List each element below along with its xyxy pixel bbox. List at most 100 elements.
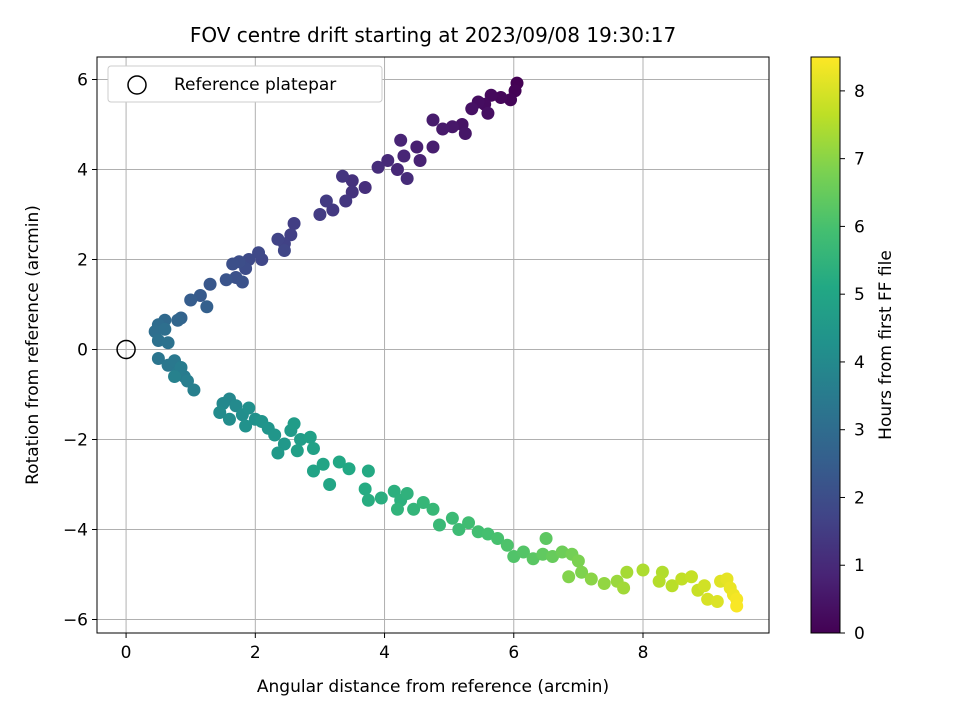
data-points: [148, 76, 744, 613]
x-tick-label: 4: [379, 643, 390, 663]
data-point: [252, 246, 266, 260]
data-point: [539, 532, 553, 545]
data-point: [229, 399, 243, 413]
colorbar-tick-label: 3: [854, 421, 865, 441]
data-point: [306, 464, 320, 478]
data-point: [313, 208, 327, 221]
data-point: [200, 300, 214, 314]
data-point: [436, 122, 450, 136]
data-point: [151, 352, 165, 365]
legend-box: [107, 65, 383, 103]
data-point: [332, 455, 346, 469]
data-point: [407, 502, 421, 516]
data-point: [277, 437, 291, 451]
data-point: [358, 181, 372, 194]
colorbar-tick-label: 7: [854, 150, 865, 170]
data-point: [387, 484, 401, 498]
plot-frame: [96, 56, 770, 634]
data-point: [546, 550, 560, 563]
x-axis-ticks: 0 2 4 6 8: [121, 633, 649, 663]
data-point: [381, 154, 395, 167]
y-tick-label: 0: [77, 341, 88, 361]
data-point: [271, 446, 285, 460]
data-point: [287, 217, 301, 230]
data-point: [445, 511, 459, 525]
data-point: [400, 487, 414, 500]
data-point: [187, 383, 201, 397]
data-point: [526, 552, 540, 566]
colorbar-ticks: 0 1 2 3 4 5 6 7 8: [840, 82, 865, 644]
data-point: [171, 313, 185, 327]
plot-area: [96, 56, 770, 634]
data-point: [617, 581, 631, 595]
colorbar-tick-label: 8: [854, 82, 865, 102]
legend-reference-label: Reference platepar: [174, 75, 336, 95]
data-point: [222, 412, 236, 426]
x-tick-label: 0: [121, 643, 132, 663]
data-point: [416, 496, 430, 509]
data-point: [710, 595, 724, 608]
data-point: [390, 163, 404, 176]
x-tick-label: 6: [508, 643, 519, 663]
data-point: [161, 336, 175, 350]
data-point: [500, 538, 514, 552]
data-point: [294, 433, 308, 446]
data-point: [184, 293, 198, 307]
data-point: [277, 244, 291, 257]
data-point: [361, 493, 375, 507]
data-point: [575, 565, 589, 579]
data-point: [504, 93, 518, 107]
data-point: [471, 525, 485, 539]
data-point: [242, 401, 256, 415]
data-point: [481, 527, 495, 541]
data-point: [484, 88, 498, 102]
data-point: [345, 174, 359, 188]
data-point: [555, 545, 569, 559]
data-point: [174, 361, 188, 374]
y-tick-label: −2: [63, 431, 88, 451]
data-point: [684, 570, 698, 584]
y-tick-label: 4: [77, 161, 88, 181]
colorbar: 0 1 2 3 4 5 6 7 8 Hours from first FF file: [810, 56, 896, 644]
data-point: [458, 127, 472, 140]
data-point: [371, 160, 385, 174]
data-point: [701, 592, 715, 606]
colorbar-tick-label: 1: [854, 556, 865, 576]
x-tick-label: 2: [250, 643, 261, 663]
y-axis-ticks: −6 −4 −2 0 2 4 6: [63, 71, 97, 631]
data-point: [271, 232, 285, 246]
data-point: [516, 545, 530, 559]
x-tick-label: 8: [638, 643, 649, 663]
data-point: [432, 518, 446, 532]
chart-title: FOV centre drift starting at 2023/09/08 …: [190, 23, 676, 47]
data-point: [390, 502, 404, 516]
data-point: [481, 106, 495, 120]
data-point: [665, 579, 679, 593]
data-point: [426, 113, 440, 127]
data-point: [636, 563, 650, 577]
reference-platepar-marker: [116, 339, 136, 360]
data-point: [151, 334, 165, 347]
data-point: [584, 572, 598, 586]
data-point: [180, 374, 194, 388]
data-point: [203, 277, 217, 291]
data-point: [426, 502, 440, 516]
data-point: [494, 91, 508, 104]
data-point: [219, 273, 233, 287]
data-point: [158, 322, 172, 336]
data-point: [536, 547, 550, 561]
data-point: [303, 430, 317, 444]
data-point: [452, 523, 466, 536]
data-point: [730, 599, 744, 613]
data-point: [287, 417, 301, 431]
data-point: [675, 572, 689, 586]
legend: Reference platepar: [107, 65, 383, 103]
colorbar-tick-label: 6: [854, 217, 865, 237]
data-point: [697, 579, 711, 593]
data-point: [413, 154, 427, 167]
y-tick-label: 6: [77, 71, 88, 91]
data-point: [342, 462, 356, 476]
data-point: [290, 444, 304, 458]
data-point: [306, 442, 320, 455]
